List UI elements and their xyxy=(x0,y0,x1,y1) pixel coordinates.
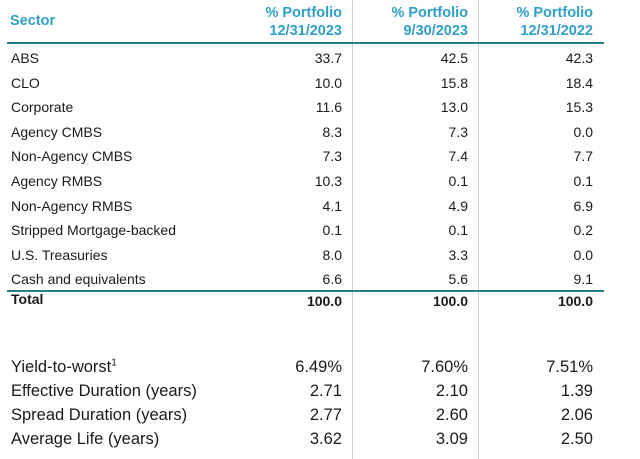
metric-label: Yield-to-worst1 xyxy=(11,355,117,379)
value-12-31-2023: 7.3 xyxy=(322,148,342,165)
metric-value: 3.09 xyxy=(435,430,468,448)
header-rule xyxy=(7,42,604,44)
table-row: Non-Agency RMBS 4.1 4.9 6.9 xyxy=(0,194,640,218)
sector-name: Cash and equivalents xyxy=(11,271,146,288)
value-9-30-2023: 15.8 xyxy=(440,74,468,91)
value-12-31-2022: 0.2 xyxy=(573,222,593,239)
metric-value: 2.50 xyxy=(560,430,593,448)
total-row: Total 100.0 100.0 100.0 xyxy=(0,287,640,311)
total-value: 100.0 xyxy=(432,293,468,309)
total-rule xyxy=(7,290,604,292)
table-row: Corporate 11.6 13.0 15.3 xyxy=(0,95,640,119)
value-12-31-2022: 0.1 xyxy=(573,173,593,189)
value-12-31-2023: 10.0 xyxy=(314,74,342,91)
sector-name: Agency CMBS xyxy=(11,123,103,140)
value-12-31-2023: 33.7 xyxy=(314,50,342,66)
column-separator xyxy=(352,0,353,459)
column-header-date: 9/30/2023 xyxy=(403,23,468,39)
sector-name: ABS xyxy=(11,50,40,66)
value-9-30-2023: 13.0 xyxy=(440,99,468,116)
value-12-31-2022: 42.3 xyxy=(565,50,593,66)
metric-value: 2.06 xyxy=(560,406,593,424)
metric-label-text: Effective Duration (years) xyxy=(11,382,197,400)
column-header-date: 12/31/2022 xyxy=(520,23,593,39)
value-9-30-2023: 0.1 xyxy=(448,222,468,239)
column-header-12-31-2022: % Portfolio 12/31/2022 xyxy=(516,4,593,40)
column-header-line: % Portfolio xyxy=(391,5,468,21)
table-row: Cash and equivalents 6.6 5.6 9.1 xyxy=(0,267,640,291)
sector-name: Stripped Mortgage-backed xyxy=(11,222,176,239)
metric-value: 7.60% xyxy=(421,358,468,376)
sector-name: Agency RMBS xyxy=(11,173,103,189)
value-12-31-2023: 11.6 xyxy=(315,99,342,116)
metric-value: 2.71 xyxy=(309,382,342,400)
table-row: CLO 10.0 15.8 18.4 xyxy=(0,71,640,95)
value-12-31-2022: 7.7 xyxy=(573,148,593,165)
value-12-31-2022: 0.0 xyxy=(573,123,593,140)
value-12-31-2022: 15.3 xyxy=(565,99,593,116)
metric-label: Average Life (years) xyxy=(11,427,159,451)
value-9-30-2023: 4.9 xyxy=(448,197,468,214)
total-value: 100.0 xyxy=(306,293,342,309)
metric-row: Spread Duration (years) 2.77 2.60 2.06 xyxy=(0,403,640,427)
metric-label: Spread Duration (years) xyxy=(11,403,187,427)
metric-value: 2.10 xyxy=(435,382,468,400)
sector-name: Corporate xyxy=(11,99,74,116)
metric-label-text: Yield-to-worst xyxy=(11,358,112,376)
value-9-30-2023: 3.3 xyxy=(448,246,468,263)
value-12-31-2023: 10.3 xyxy=(314,173,342,189)
table-row: Agency CMBS 8.3 7.3 0.0 xyxy=(0,120,640,144)
metric-value: 1.39 xyxy=(560,382,593,400)
table-row: Non-Agency CMBS 7.3 7.4 7.7 xyxy=(0,144,640,168)
metric-value: 2.60 xyxy=(435,406,468,424)
metric-value: 2.77 xyxy=(309,406,342,424)
metric-label-text: Average Life (years) xyxy=(11,430,160,448)
value-9-30-2023: 7.4 xyxy=(448,148,468,165)
value-12-31-2023: 6.6 xyxy=(322,271,342,288)
footnote-marker: 1 xyxy=(111,357,117,369)
value-9-30-2023: 0.1 xyxy=(448,173,468,189)
value-12-31-2022: 18.4 xyxy=(565,74,593,91)
table-row: Agency RMBS 10.3 0.1 0.1 xyxy=(0,169,640,193)
value-12-31-2023: 8.3 xyxy=(322,123,342,140)
metric-value: 3.62 xyxy=(309,430,342,448)
value-9-30-2023: 42.5 xyxy=(440,50,468,66)
metric-row: Effective Duration (years) 2.71 2.10 1.39 xyxy=(0,379,640,403)
metric-row: Average Life (years) 3.62 3.09 2.50 xyxy=(0,427,640,451)
column-separator xyxy=(478,0,479,459)
table-row: Stripped Mortgage-backed 0.1 0.1 0.2 xyxy=(0,218,640,242)
metric-label-text: Spread Duration (years) xyxy=(11,406,188,424)
metric-row: Yield-to-worst1 6.49% 7.60% 7.51% xyxy=(0,355,640,379)
total-value: 100.0 xyxy=(557,293,593,309)
total-label: Total xyxy=(11,291,44,307)
sector-name: Non-Agency RMBS xyxy=(11,197,133,214)
metric-label: Effective Duration (years) xyxy=(11,379,197,403)
value-12-31-2022: 0.0 xyxy=(573,246,593,263)
table-row: U.S. Treasuries 8.0 3.3 0.0 xyxy=(0,243,640,267)
sector-header: Sector xyxy=(10,13,56,29)
sector-name: Non-Agency CMBS xyxy=(11,148,133,165)
sector-name: U.S. Treasuries xyxy=(11,246,108,263)
value-12-31-2023: 8.0 xyxy=(322,246,342,263)
value-12-31-2023: 0.1 xyxy=(322,222,342,239)
metric-value: 6.49% xyxy=(295,358,342,376)
value-12-31-2023: 4.1 xyxy=(322,197,342,214)
value-12-31-2022: 6.9 xyxy=(573,197,593,214)
column-header-line: % Portfolio xyxy=(265,5,342,21)
table-row: ABS 33.7 42.5 42.3 xyxy=(0,46,640,70)
value-12-31-2022: 9.1 xyxy=(573,271,593,288)
value-9-30-2023: 5.6 xyxy=(448,271,468,288)
column-header-12-31-2023: % Portfolio 12/31/2023 xyxy=(265,4,342,40)
column-header-9-30-2023: % Portfolio 9/30/2023 xyxy=(391,4,468,40)
metric-value: 7.51% xyxy=(546,358,593,376)
column-header-line: % Portfolio xyxy=(516,5,593,21)
value-9-30-2023: 7.3 xyxy=(448,123,468,140)
sector-name: CLO xyxy=(11,74,40,91)
column-header-date: 12/31/2023 xyxy=(269,23,342,39)
